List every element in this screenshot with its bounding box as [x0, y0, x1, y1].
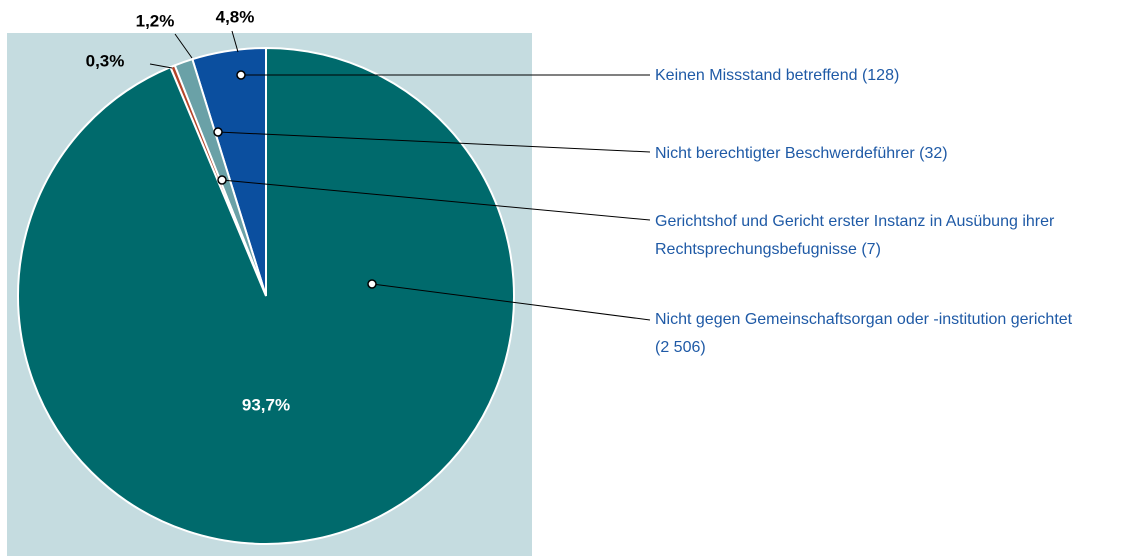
legend-dot	[236, 70, 246, 80]
value-label: 0,3%	[86, 51, 125, 70]
legend-label: Gerichtshof und Gericht erster Instanz i…	[655, 213, 1055, 258]
legend-leader	[221, 179, 651, 221]
legend-dot	[213, 127, 223, 137]
legend-label: Nicht berechtigter Beschwerdeführer (32)	[655, 145, 948, 162]
legend-leader	[217, 131, 651, 153]
value-label: 1,2%	[136, 11, 175, 30]
legend-label: Keinen Missstand betreffend (128)	[655, 67, 900, 84]
label-leader	[149, 63, 173, 69]
value-label: 93,7%	[242, 395, 290, 414]
legend-dot	[367, 279, 377, 289]
pie-slice	[17, 46, 515, 545]
label-leader	[231, 30, 239, 53]
value-label: 4,8%	[216, 7, 255, 26]
legend-label: Nicht gegen Gemeinschaftsorgan oder -ins…	[655, 311, 1073, 356]
legend-leader	[371, 283, 651, 321]
legend-dot	[217, 175, 227, 185]
label-leader	[174, 33, 193, 59]
